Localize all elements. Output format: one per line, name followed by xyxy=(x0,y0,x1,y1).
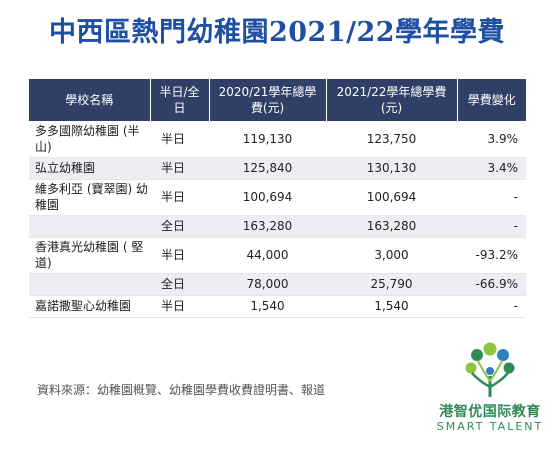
table-row: 多多國際幼稚園 (半山) 半日 119,130 123,750 3.9% xyxy=(29,121,526,158)
fee-2021: 3,000 xyxy=(326,237,457,274)
fee-2021: 123,750 xyxy=(326,121,457,158)
smart-talent-logo: 港智优国际教育 SMART TALENT xyxy=(430,341,550,456)
logo-chinese-text: 港智优国际教育 xyxy=(439,404,541,420)
session-type: 半日 xyxy=(150,295,209,318)
school-name: 維多利亞 (寶翠園) 幼稚園 xyxy=(29,179,150,216)
fee-2020: 44,000 xyxy=(209,237,326,274)
session-type: 半日 xyxy=(150,121,209,158)
fee-2021: 25,790 xyxy=(326,273,457,296)
session-type: 半日 xyxy=(150,157,209,180)
fee-change: -93.2% xyxy=(457,237,526,274)
school-name: 嘉諾撒聖心幼稚園 xyxy=(29,295,150,318)
fee-2020: 125,840 xyxy=(209,157,326,180)
fee-2021: 100,694 xyxy=(326,179,457,216)
tuition-fee-table: 學校名稱 半日/全日 2020/21學年總學費(元) 2021/22學年總學費(… xyxy=(29,79,526,318)
tree-people-icon xyxy=(465,342,515,397)
header-type: 半日/全日 xyxy=(150,79,210,121)
fee-change: 3.4% xyxy=(457,157,526,180)
header-school: 學校名稱 xyxy=(29,79,151,121)
table-row: 全日 163,280 163,280 - xyxy=(29,215,526,238)
session-type: 全日 xyxy=(150,273,209,296)
school-name xyxy=(29,273,150,296)
page-title: 中西區熱門幼稚園2021/22學年學費 xyxy=(48,17,506,48)
fee-2021: 163,280 xyxy=(326,215,457,238)
table-header-row: 學校名稱 半日/全日 2020/21學年總學費(元) 2021/22學年總學費(… xyxy=(29,79,526,121)
fee-change: - xyxy=(457,215,526,238)
school-name: 弘立幼稚園 xyxy=(29,157,150,180)
fee-2021: 130,130 xyxy=(326,157,457,180)
header-change: 學費變化 xyxy=(457,79,526,121)
source-note: 資料來源：幼稚園概覽、幼稚園學費收費證明書、報道 xyxy=(37,383,326,397)
fee-change: - xyxy=(457,179,526,216)
fee-2020: 163,280 xyxy=(209,215,326,238)
logo-english-text: SMART TALENT xyxy=(436,420,544,433)
table-row: 全日 78,000 25,790 -66.9% xyxy=(29,273,526,296)
fee-2020: 100,694 xyxy=(209,179,326,216)
fee-change: - xyxy=(457,295,526,318)
school-name xyxy=(29,215,150,238)
header-fee-2021: 2021/22學年總學費(元) xyxy=(326,79,458,121)
table-row: 維多利亞 (寶翠園) 幼稚園 半日 100,694 100,694 - xyxy=(29,179,526,216)
fee-change: 3.9% xyxy=(457,121,526,158)
fee-2020: 78,000 xyxy=(209,273,326,296)
fee-2020: 119,130 xyxy=(209,121,326,158)
session-type: 半日 xyxy=(150,179,209,216)
fee-change: -66.9% xyxy=(457,273,526,296)
session-type: 半日 xyxy=(150,237,209,274)
session-type: 全日 xyxy=(150,215,209,238)
table-row: 香港真光幼稚園 ( 堅道) 半日 44,000 3,000 -93.2% xyxy=(29,237,526,274)
table-row: 嘉諾撒聖心幼稚園 半日 1,540 1,540 - xyxy=(29,295,526,318)
fee-2021: 1,540 xyxy=(326,295,457,318)
header-fee-2020: 2020/21學年總學費(元) xyxy=(209,79,327,121)
school-name: 香港真光幼稚園 ( 堅道) xyxy=(29,237,150,274)
fee-2020: 1,540 xyxy=(209,295,326,318)
school-name: 多多國際幼稚園 (半山) xyxy=(29,121,150,158)
table-row: 弘立幼稚園 半日 125,840 130,130 3.4% xyxy=(29,157,526,180)
